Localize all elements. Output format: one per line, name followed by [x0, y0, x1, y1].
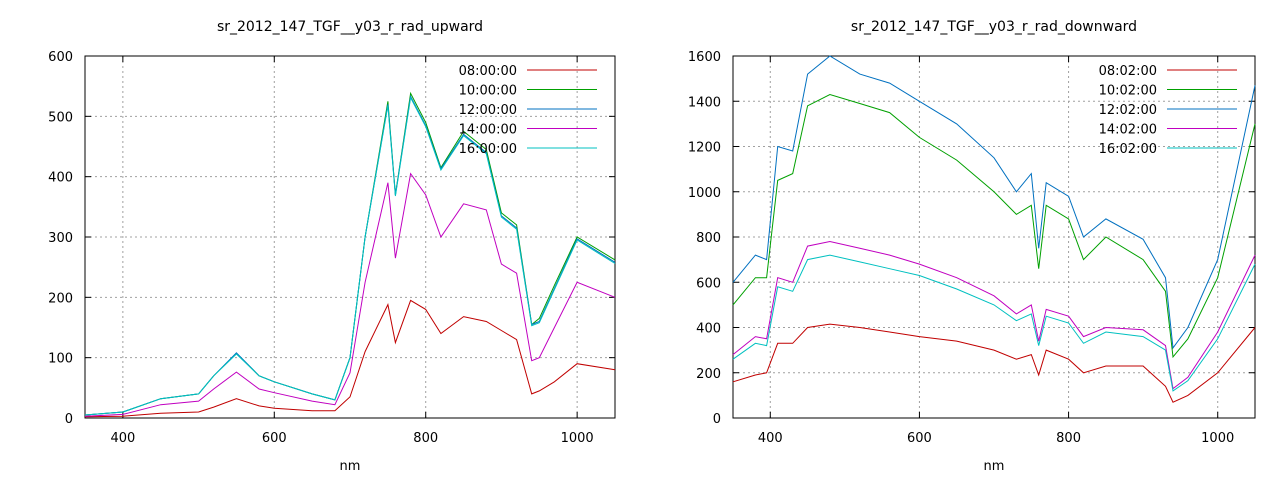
chart-1-ytick-label: 100: [48, 352, 73, 367]
chart-1-ytick-label: 600: [48, 50, 73, 65]
chart-2-legend-label-4: 14:02:00: [1099, 123, 1157, 138]
chart-2-legend-label-5: 16:02:00: [1099, 142, 1157, 157]
chart-2-ytick-label: 0: [713, 412, 721, 427]
chart-1-xtick-label: 1000: [561, 431, 594, 446]
chart-2-ytick-label: 600: [696, 276, 721, 291]
chart-1-panel: sr_2012_147_TGF__y03_r_rad_upward 400 600 8…: [48, 19, 615, 474]
chart-1-xtick-label: 800: [413, 431, 438, 446]
chart-1-ytick-label: 0: [65, 412, 73, 427]
chart-1-ytick-label: 300: [48, 231, 73, 246]
chart-2-series-line-1: [733, 324, 1255, 402]
chart-1-legend-label-3: 12:00:00: [459, 103, 517, 118]
chart-1-legend-label-5: 16:00:00: [459, 142, 517, 157]
chart-2-xtick-label: 1000: [1201, 431, 1234, 446]
chart-1-legend-label-1: 08:00:00: [459, 64, 517, 79]
chart-1-legend-label-2: 10:00:00: [459, 84, 517, 99]
chart-2-series-line-2: [733, 95, 1255, 357]
chart-2-ytick-label: 1600: [688, 50, 721, 65]
chart-2-panel: sr_2012_147_TGF__y03_r_rad_downward 400 60…: [688, 19, 1255, 474]
chart-1-ytick-label: 200: [48, 291, 73, 306]
chart-2-legend-label-3: 12:02:00: [1099, 103, 1157, 118]
chart-1-series-line-3: [85, 96, 615, 415]
chart-2-xtick-label: 400: [758, 431, 783, 446]
chart-1-series-line-5: [85, 98, 615, 415]
chart-2-x-axis-label: nm: [984, 459, 1005, 474]
chart-2-ytick-label: 400: [696, 322, 721, 337]
chart-1-legend-label-4: 14:00:00: [459, 123, 517, 138]
chart-1-x-axis-label: nm: [340, 459, 361, 474]
chart-2-title: sr_2012_147_TGF__y03_r_rad_downward: [851, 19, 1137, 35]
chart-2-ytick-label: 800: [696, 231, 721, 246]
chart-1-ytick-label: 400: [48, 171, 73, 186]
chart-1-series-line-4: [85, 174, 615, 417]
chart-1-ytick-label: 500: [48, 110, 73, 125]
chart-2-ytick-label: 1000: [688, 186, 721, 201]
chart-1-xtick-label: 600: [262, 431, 287, 446]
chart-1-series-line-2: [85, 93, 615, 415]
chart-2-series-line-5: [733, 255, 1255, 391]
chart-2-ytick-label: 1400: [688, 95, 721, 110]
chart-2-ytick-label: 200: [696, 367, 721, 382]
chart-2-xtick-label: 600: [907, 431, 932, 446]
chart-2-legend-label-2: 10:02:00: [1099, 84, 1157, 99]
chart-2-legend-label-1: 08:02:00: [1099, 64, 1157, 79]
chart-2-xtick-label: 800: [1056, 431, 1081, 446]
chart-2-ytick-label: 1200: [688, 141, 721, 156]
chart-2-series-line-3: [733, 56, 1255, 348]
chart-1-title: sr_2012_147_TGF__y03_r_rad_upward: [217, 19, 483, 35]
chart-1-xtick-label: 400: [110, 431, 135, 446]
chart-2-series-line-4: [733, 242, 1255, 389]
